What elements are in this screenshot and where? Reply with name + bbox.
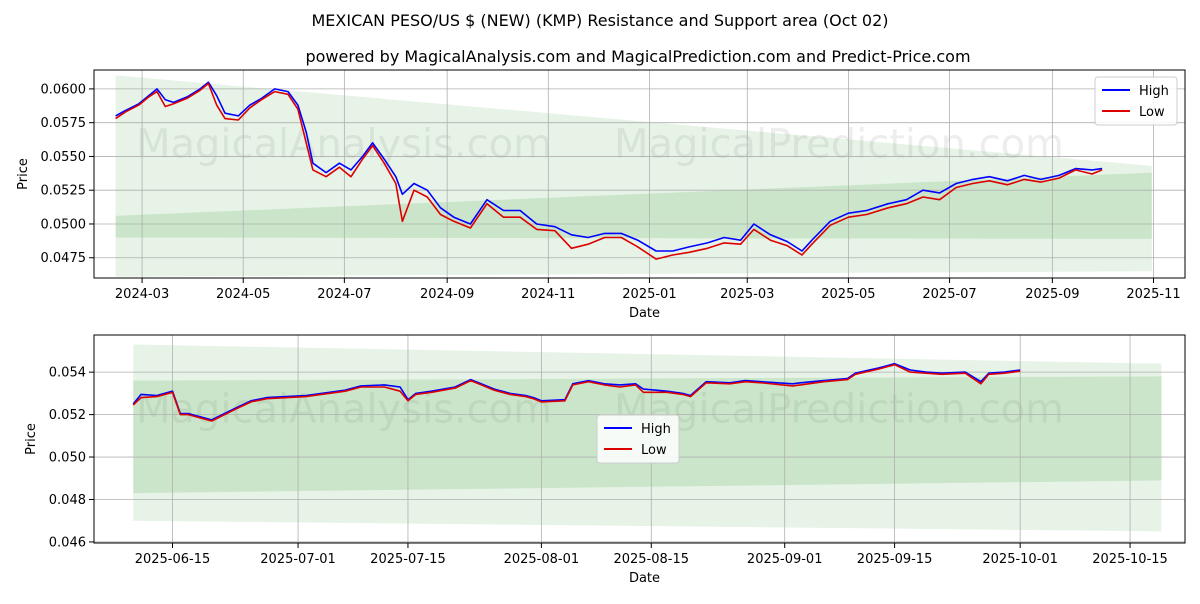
full-period-y-tick-label: 0.0575 (41, 116, 87, 131)
recent-zoom-x-tick-label: 2025-07-01 (260, 552, 336, 567)
recent-zoom-x-tick-label: 2025-09-15 (857, 552, 933, 567)
full-period-x-tick-label: 2024-09 (420, 287, 474, 302)
recent-zoom-x-axis-label: Date (629, 571, 660, 586)
full-period-x-tick-label: 2025-03 (720, 287, 774, 302)
recent-zoom-x-tick-label: 2025-07-15 (370, 552, 446, 567)
full-period-x-tick-label: 2024-11 (521, 287, 575, 302)
full-period-y-tick-label: 0.0475 (41, 251, 87, 266)
recent-zoom-series-low (132, 363, 1021, 422)
chart-title: MEXICAN PESO/US $ (NEW) (KMP) Resistance… (311, 11, 888, 30)
recent-zoom-x-tick-label: 2025-08-01 (504, 552, 580, 567)
recent-zoom-legend: High Low (596, 414, 680, 464)
full-period-y-tick-label: 0.0600 (41, 82, 87, 97)
recent-zoom-y-tick-label: 0.046 (49, 535, 86, 550)
full-period-band-outer (115, 75, 1152, 277)
recent-zoom-watermark-1: MagicalAnalysis.com (136, 386, 552, 432)
recent-zoom-y-axis-label: Price (24, 423, 39, 455)
recent-zoom-y-tick-label: 0.054 (49, 366, 86, 381)
full-period-x-axis-label: Date (629, 306, 660, 321)
recent-zoom-watermark-2: MagicalPrediction.com (614, 386, 1064, 432)
recent-zoom-legend-label-low: Low (641, 443, 667, 458)
full-period-series-low (115, 82, 1103, 260)
full-period-x-tick-label: 2025-11 (1126, 287, 1180, 302)
full-period-legend: High Low (1094, 76, 1178, 126)
full-period-series-high (115, 81, 1103, 252)
recent-zoom-legend-label-high: High (641, 422, 671, 437)
recent-zoom-x-tick-label: 2025-08-15 (613, 552, 689, 567)
recent-zoom-x-tick-label: 2025-09-01 (747, 552, 823, 567)
full-period-x-tick-label: 2025-01 (622, 287, 676, 302)
full-period-y-tick-label: 0.0525 (41, 184, 87, 199)
recent-zoom-x-tick-label: 2025-06-15 (135, 552, 211, 567)
full-period-x-tick-label: 2025-05 (821, 287, 875, 302)
full-period-y-axis-label: Price (16, 158, 31, 190)
full-period-x-tick-label: 2024-03 (115, 287, 169, 302)
full-period-legend-label-low: Low (1139, 105, 1165, 120)
full-period-axes-frame (93, 69, 1186, 279)
recent-zoom-series-high (132, 362, 1021, 421)
full-period-watermark-2: MagicalPrediction.com (614, 121, 1064, 167)
full-period-x-tick-label: 2024-07 (317, 287, 371, 302)
full-period-y-tick-label: 0.0550 (41, 150, 87, 165)
chart-subtitle: powered by MagicalAnalysis.com and Magic… (305, 47, 970, 66)
recent-zoom-y-tick-label: 0.050 (49, 451, 86, 466)
recent-zoom-x-tick-label: 2025-10-01 (982, 552, 1058, 567)
recent-zoom-y-tick-label: 0.052 (49, 408, 86, 423)
full-period-x-tick-label: 2025-09 (1025, 287, 1079, 302)
full-period-legend-label-high: High (1139, 84, 1169, 99)
full-period-x-tick-label: 2025-07 (922, 287, 976, 302)
recent-zoom-x-tick-label: 2025-10-15 (1092, 552, 1168, 567)
full-period-y-tick-label: 0.0500 (41, 217, 87, 232)
recent-zoom-y-tick-label: 0.048 (49, 493, 86, 508)
recent-zoom-axes-frame (93, 334, 1186, 544)
full-period-band-inner (115, 172, 1152, 239)
full-period-plot-area: MagicalAnalysis.com MagicalPrediction.com (94, 70, 1185, 278)
full-period-x-tick-label: 2024-05 (216, 287, 270, 302)
